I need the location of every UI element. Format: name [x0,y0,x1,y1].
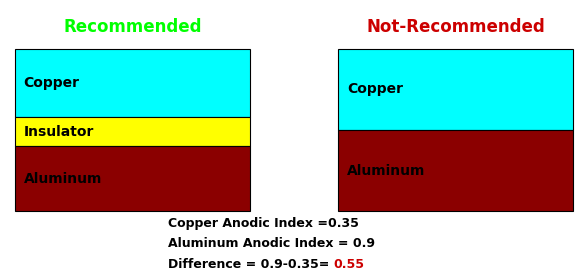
Text: Aluminum Anodic Index = 0.9: Aluminum Anodic Index = 0.9 [168,237,375,250]
Text: Copper: Copper [347,82,403,96]
Bar [15,117,250,146]
Text: Recommended: Recommended [63,18,202,36]
Text: Difference = 0.9-0.35=: Difference = 0.9-0.35= [168,258,333,271]
Text: Aluminum: Aluminum [24,172,102,186]
Bar [15,146,250,211]
Bar [15,49,250,117]
Bar [338,49,573,130]
Text: Not-Recommended: Not-Recommended [366,18,545,36]
Text: Aluminum: Aluminum [347,164,425,178]
Text: Copper Anodic Index =0.35: Copper Anodic Index =0.35 [168,217,359,230]
Bar [338,130,573,211]
Text: 0.55: 0.55 [333,258,365,271]
Text: Copper: Copper [24,76,79,90]
Text: Insulator: Insulator [24,125,94,139]
